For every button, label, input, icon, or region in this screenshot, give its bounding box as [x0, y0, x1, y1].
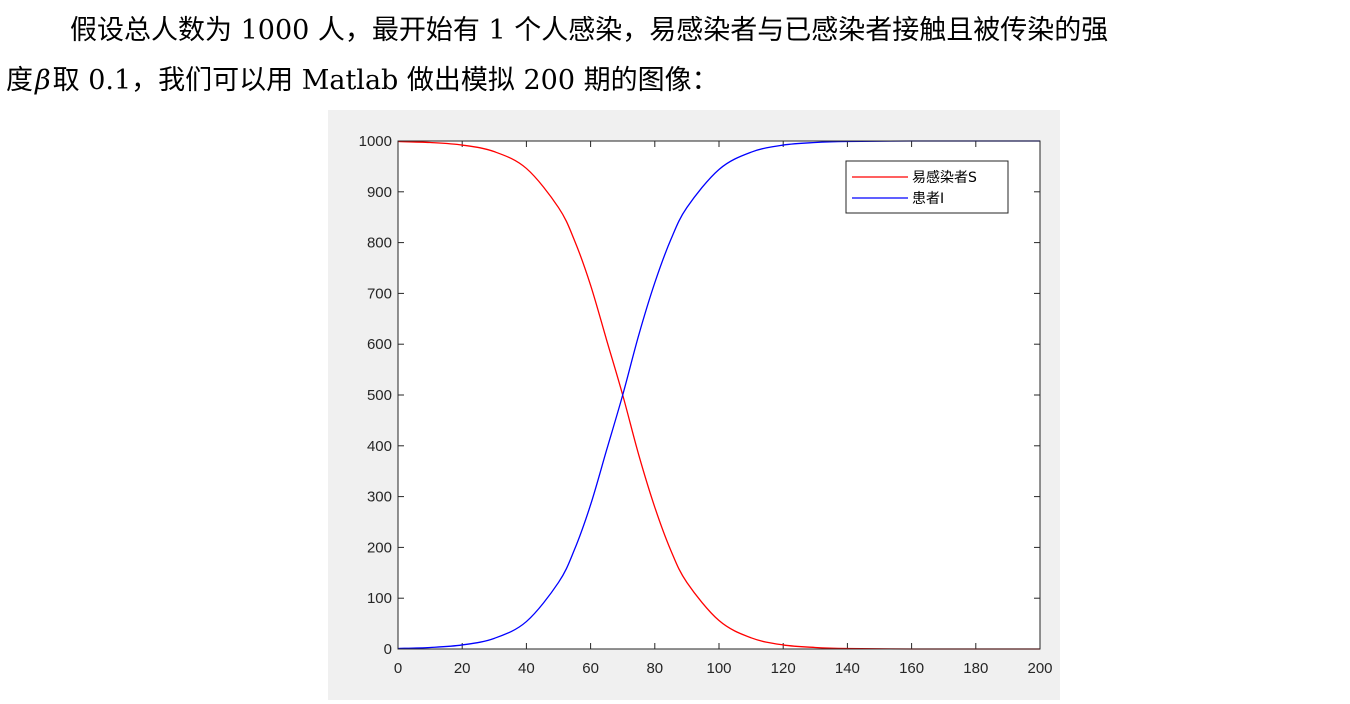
x-tick-label: 100	[706, 660, 731, 677]
x-tick-label: 120	[771, 660, 796, 677]
y-tick-label: 1000	[359, 133, 392, 150]
series-line-0	[397, 140, 1040, 650]
legend-box	[845, 160, 1009, 214]
series-lines	[397, 140, 1040, 650]
y-tick-label: 0	[384, 641, 392, 658]
y-tick-label: 700	[367, 285, 392, 302]
x-tick-labels: 0 20 40 60 80 100 120 140 160 180 200	[394, 660, 1053, 677]
y-tick-label: 800	[367, 235, 392, 252]
plot-area	[398, 141, 1040, 649]
y-tick-label: 500	[367, 387, 392, 404]
beta-symbol: β	[35, 65, 51, 96]
paragraph-line-2: 度β取 0.1，我们可以用 Matlab 做出模拟 200 期的图像：	[0, 56, 1350, 106]
x-tick-label: 0	[394, 660, 402, 677]
x-tick-label: 140	[835, 660, 860, 677]
y-tick-label: 400	[367, 438, 392, 455]
legend-label: 患者I	[912, 191, 944, 207]
legend-label: 易感染者S	[912, 169, 977, 186]
series-line-1	[397, 140, 1040, 650]
sir-chart: 0 20 40 60 80 100 120 140 160 180 200 0 100 200 300 40…	[359, 133, 1053, 677]
x-tick-label: 80	[646, 660, 663, 677]
y-tick-label: 600	[367, 336, 392, 353]
y-tick-label: 200	[367, 539, 392, 556]
x-tick-label: 40	[518, 660, 535, 677]
x-tick-label: 20	[454, 660, 471, 677]
figure-panel: 0 20 40 60 80 100 120 140 160 180 200 0 100 200 300 40…	[328, 110, 1060, 700]
y-tick-label: 100	[367, 590, 392, 607]
x-tick-label: 180	[963, 660, 988, 677]
y-tick-label: 300	[367, 489, 392, 506]
x-tick-label: 60	[582, 660, 599, 677]
line2-suffix: 取 0.1，我们可以用 Matlab 做出模拟 200 期的图像：	[52, 65, 719, 96]
line2-prefix: 度	[6, 65, 33, 96]
axes-box	[397, 140, 1041, 650]
paragraph: 假设总人数为 1000 人，最开始有 1 个人感染，易感染者与已感染者接触且被传…	[0, 6, 1350, 106]
y-tick-labels: 0 100 200 300 400 500 600 700 800 900 1000	[359, 133, 392, 658]
y-tick-label: 900	[367, 184, 392, 201]
x-tick-label: 200	[1027, 660, 1052, 677]
x-tick-label: 160	[899, 660, 924, 677]
legend: 易感染者S 患者I	[845, 160, 1009, 214]
paragraph-line-1: 假设总人数为 1000 人，最开始有 1 个人感染，易感染者与已感染者接触且被传…	[70, 15, 1109, 46]
